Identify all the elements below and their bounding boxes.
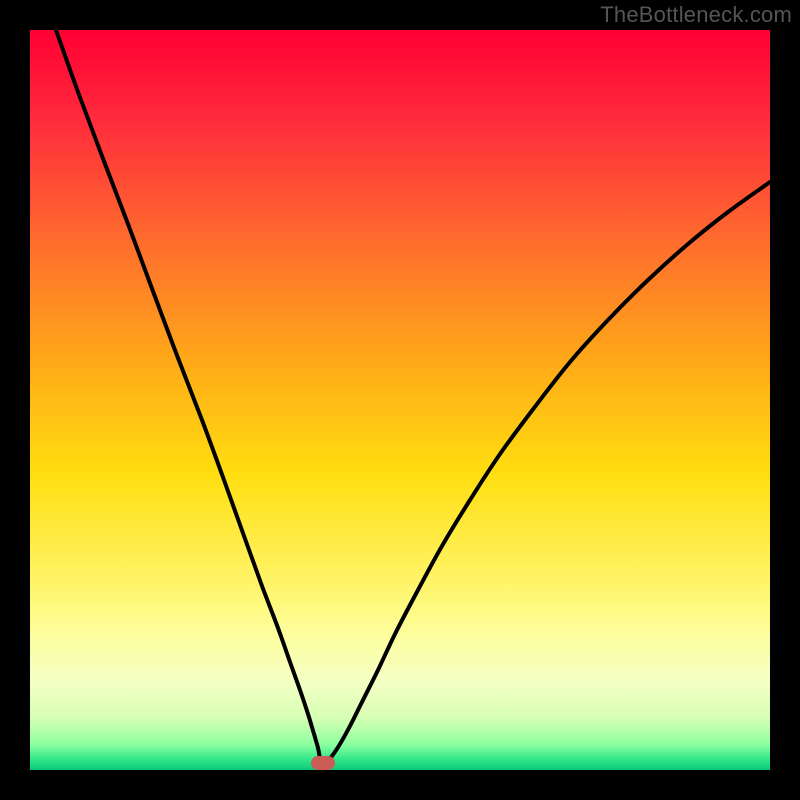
min-point-marker bbox=[311, 756, 335, 770]
chart-canvas bbox=[0, 0, 800, 800]
chart-stage: TheBottleneck.com bbox=[0, 0, 800, 800]
chart-background bbox=[30, 30, 770, 770]
watermark-text: TheBottleneck.com bbox=[600, 2, 792, 28]
